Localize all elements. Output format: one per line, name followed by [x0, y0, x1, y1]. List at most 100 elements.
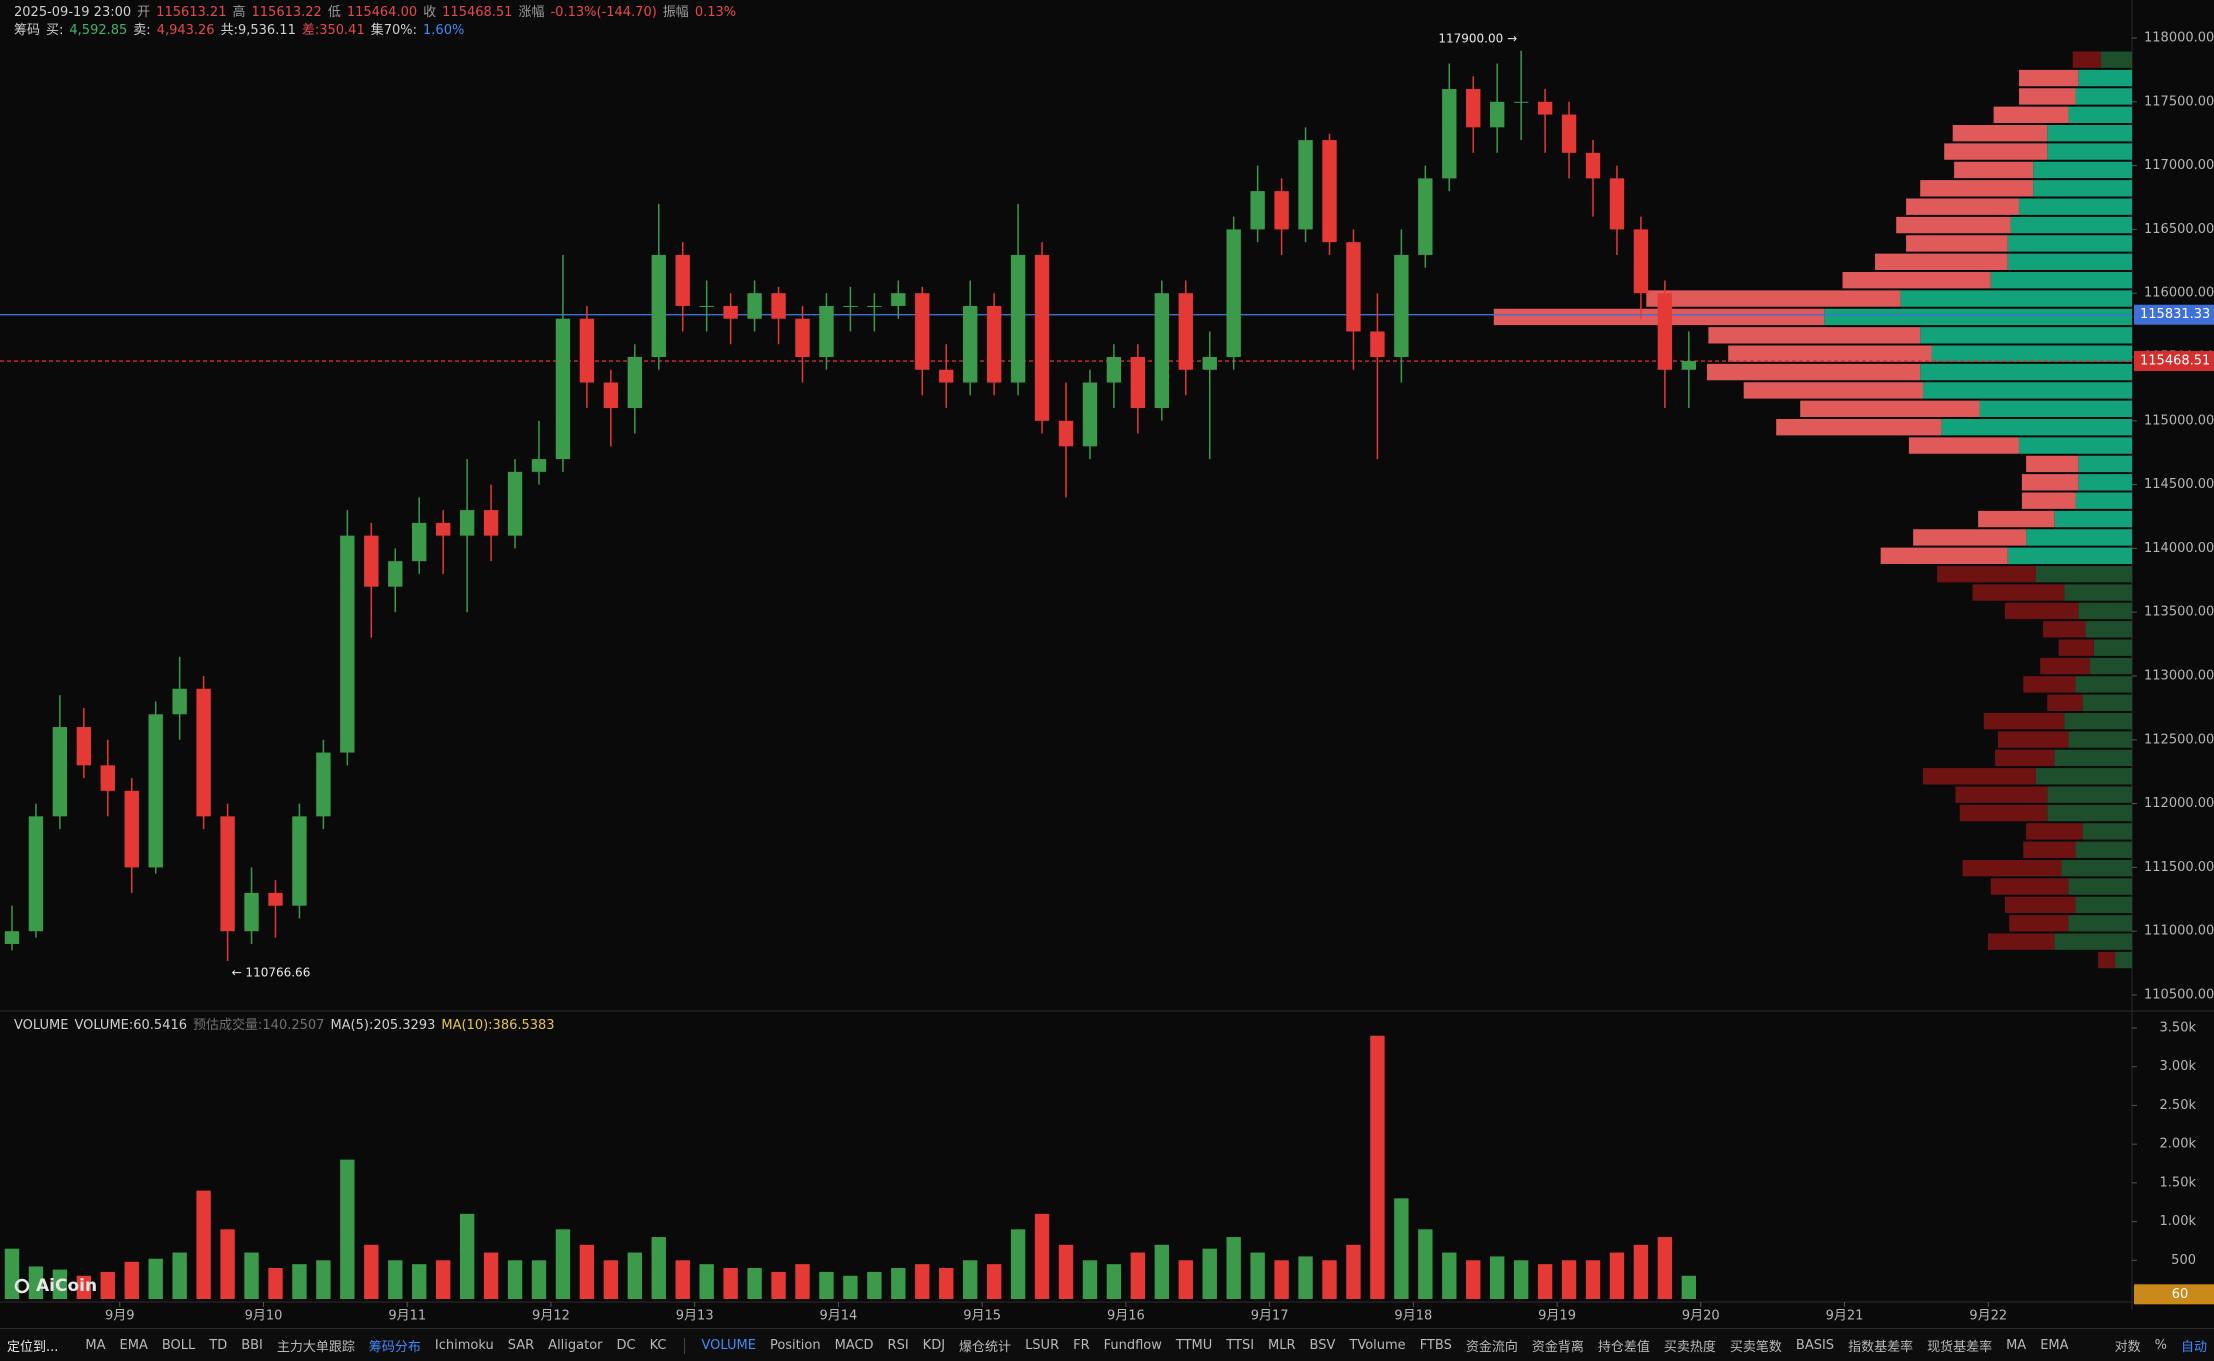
profile-buy	[2054, 933, 2132, 950]
toolbar-item[interactable]: LSUR	[1025, 1338, 1060, 1353]
toolbar-item[interactable]: 现货基差率	[1927, 1340, 1993, 1355]
profile-sell	[1880, 547, 2008, 564]
toolbar-item[interactable]: 主力大单跟踪	[276, 1340, 355, 1355]
toolbar-item[interactable]: 指数基差率	[1848, 1340, 1914, 1355]
y-tick-label: 112000.00	[2144, 796, 2214, 811]
candle-body	[483, 510, 499, 536]
profile-buy	[2068, 915, 2132, 932]
toolbar-item[interactable]: 持仓差值	[1597, 1340, 1650, 1355]
profile-sell	[1937, 565, 2036, 583]
header-item: 集70%:	[370, 23, 418, 38]
profile-buy	[2100, 51, 2132, 68]
candle-body	[1178, 293, 1193, 370]
profile-buy	[2047, 143, 2132, 160]
profile-buy	[2019, 437, 2132, 454]
candle-body	[651, 254, 666, 357]
toolbar-item[interactable]: 资金流向	[1465, 1340, 1518, 1355]
profile-sell	[1906, 198, 2020, 215]
y-tick-label: 116000.00	[2144, 286, 2214, 301]
toolbar-item[interactable]: BBI	[241, 1338, 263, 1353]
candle-body	[1442, 89, 1457, 179]
y-tick-label: 113500.00	[2144, 605, 2214, 620]
volume-bar	[1609, 1252, 1625, 1299]
profile-sell	[1646, 290, 1901, 307]
toolbar-item[interactable]: 筹码分布	[368, 1340, 421, 1355]
toolbar-item[interactable]: Alligator	[548, 1338, 603, 1353]
x-tick-label: 9月13	[676, 1309, 714, 1324]
toolbar-item[interactable]: 爆仓统计	[959, 1340, 1012, 1355]
candle-body	[507, 471, 523, 536]
toolbar-item[interactable]: Ichimoku	[434, 1338, 494, 1353]
toolbar-item[interactable]: FR	[1073, 1338, 1090, 1353]
toolbar-item[interactable]: 买卖热度	[1663, 1340, 1716, 1355]
toolbar-item[interactable]: 对数	[2114, 1340, 2141, 1355]
toolbar-item[interactable]: BOLL	[161, 1338, 196, 1353]
profile-buy	[2075, 492, 2132, 509]
profile-buy	[2064, 584, 2132, 601]
toolbar-item[interactable]: 资金背离	[1531, 1340, 1584, 1355]
volume-bar	[483, 1252, 499, 1299]
profile-buy	[1900, 290, 2132, 307]
toolbar-item[interactable]: TD	[209, 1338, 228, 1353]
v-tick-label: 1.00k	[2160, 1214, 2197, 1229]
toolbar-item[interactable]: MA	[2006, 1338, 2027, 1353]
toolbar-item[interactable]: DC	[616, 1338, 636, 1353]
toolbar-item[interactable]: SAR	[507, 1338, 535, 1353]
toolbar-item[interactable]: RSI	[887, 1338, 909, 1353]
profile-sell	[1875, 253, 2008, 270]
profile-sell	[2026, 455, 2079, 473]
candle-body	[1274, 191, 1289, 230]
profile-buy	[2033, 180, 2132, 197]
candle-body	[603, 382, 619, 409]
v-tick-label: 3.00k	[2160, 1059, 2197, 1074]
x-tick-label: 9月11	[388, 1309, 426, 1324]
toolbar-item[interactable]: BASIS	[1795, 1338, 1835, 1353]
volume-bar	[986, 1264, 1002, 1299]
volume-bar	[555, 1229, 571, 1299]
toolbar-item[interactable]: Fundflow	[1103, 1338, 1162, 1353]
volume-header: VOLUME VOLUME:60.5416 预估成交量:140.2507 MA(5):…	[14, 1014, 561, 1033]
logo: AiCoin	[36, 1276, 97, 1296]
candle-body	[867, 305, 882, 307]
profile-buy	[1923, 382, 2132, 399]
profile-buy	[1920, 363, 2132, 381]
profile-buy	[2035, 565, 2132, 583]
candle-body	[1466, 89, 1481, 128]
toolbar-item[interactable]: MLR	[1268, 1338, 1296, 1353]
toolbar-item[interactable]: 买卖笔数	[1729, 1340, 1782, 1355]
toolbar-item[interactable]: BSV	[1309, 1338, 1336, 1353]
header-item: 高	[232, 5, 246, 20]
profile-buy	[2007, 235, 2132, 252]
toolbar-item[interactable]: MA	[85, 1338, 106, 1353]
profile-sell	[1800, 400, 1980, 417]
volume-bar	[1513, 1260, 1529, 1299]
toolbar-item[interactable]: KC	[649, 1338, 667, 1353]
x-tick-label: 9月18	[1394, 1309, 1432, 1324]
candle-body	[1322, 140, 1337, 243]
candle-body	[1681, 361, 1697, 370]
candle-body	[220, 816, 235, 932]
toolbar-item[interactable]: 定位到...	[7, 1340, 59, 1355]
volume-bar	[1585, 1260, 1601, 1299]
toolbar-item[interactable]: FTBS	[1419, 1338, 1452, 1353]
toolbar-item[interactable]: VOLUME	[701, 1338, 756, 1353]
candle-body	[1585, 152, 1601, 179]
candle-body	[435, 522, 451, 536]
toolbar-item[interactable]: EMA	[119, 1338, 148, 1353]
volume-bar	[579, 1244, 595, 1299]
candle-body	[915, 293, 930, 370]
toolbar-item[interactable]: TTMU	[1175, 1338, 1213, 1353]
toolbar-item[interactable]: Position	[769, 1338, 821, 1353]
toolbar-item[interactable]: MACD	[834, 1338, 874, 1353]
volume-bar	[867, 1271, 882, 1299]
toolbar-item[interactable]: TVolume	[1349, 1338, 1406, 1353]
toolbar-item[interactable]: EMA	[2040, 1338, 2069, 1353]
profile-buy	[2115, 951, 2132, 969]
toolbar-item[interactable]: KDJ	[922, 1338, 946, 1353]
profile-sell	[2098, 951, 2116, 969]
toolbar-item[interactable]: %	[2154, 1338, 2167, 1353]
toolbar-item[interactable]: 自动	[2180, 1340, 2207, 1355]
toolbar-item[interactable]: TTSI	[1226, 1338, 1255, 1353]
y-tick-label: 114000.00	[2144, 541, 2214, 556]
